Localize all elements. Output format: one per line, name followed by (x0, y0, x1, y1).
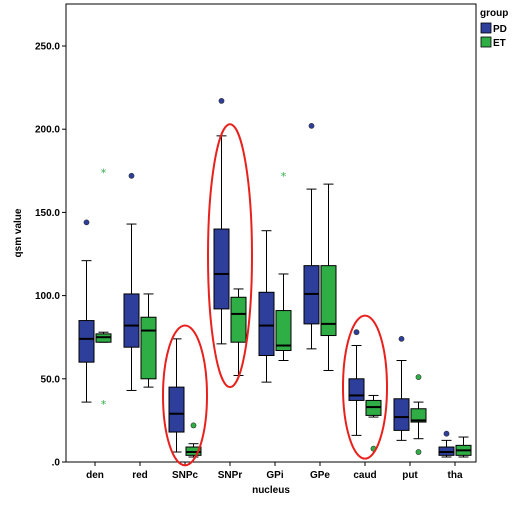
outlier-point (415, 374, 422, 381)
box-et-tha (455, 436, 472, 458)
box-et-gpi: * (275, 170, 292, 361)
outlier-point (308, 122, 315, 129)
y-tick-label: 100.0 (35, 291, 60, 302)
box-iqr (78, 320, 95, 363)
y-tick-label: 250.0 (35, 42, 60, 53)
box-pd-gpi (258, 230, 275, 383)
box-iqr (230, 296, 247, 343)
box-iqr (410, 408, 427, 423)
x-axis: den red SNPc SNPr GPi GPe caud put tha (86, 462, 463, 481)
box-iqr (168, 386, 185, 433)
legend-title: group (480, 8, 508, 19)
box-pd-red (123, 172, 140, 391)
box-iqr (213, 228, 230, 310)
highlight-ellipse-snpc (162, 324, 208, 467)
x-tick-label: SNPr (218, 470, 243, 481)
box-iqr (123, 293, 140, 348)
highlight-ellipse-caud (342, 314, 388, 460)
series-et: *** (95, 166, 472, 458)
box-pd-den (78, 219, 95, 403)
y-tick-label: 200.0 (35, 125, 60, 136)
box-et-put (410, 374, 427, 455)
x-tick-label: den (86, 470, 104, 481)
box-pd-snpc (168, 338, 185, 453)
outlier-point (128, 172, 135, 179)
x-tick-label: tha (448, 470, 463, 481)
box-iqr (258, 291, 275, 357)
box-et-gpe (320, 183, 337, 371)
box-pd-snpr (213, 98, 230, 345)
legend: group PD ET (480, 8, 508, 49)
y-tick-label: 150.0 (35, 208, 60, 219)
annotation-ellipses (162, 123, 388, 467)
box-pd-gpe (303, 122, 320, 350)
box-et-den: ** (95, 166, 112, 411)
outlier-point (443, 430, 450, 437)
box-pd-caud (348, 329, 365, 436)
box-iqr (393, 398, 410, 431)
box-iqr (320, 265, 337, 337)
legend-label-pd: PD (493, 24, 507, 35)
box-et-snpr (230, 288, 247, 376)
box-iqr (140, 316, 157, 380)
legend-swatch-pd (480, 22, 492, 34)
outlier-extreme: * (101, 398, 107, 411)
outlier-point (353, 329, 360, 336)
y-axis: .0 50.0 100.0 150.0 200.0 250.0 (35, 42, 66, 469)
outlier-point (398, 335, 405, 342)
x-tick-label: GPi (266, 470, 283, 481)
plot-frame (65, 3, 477, 463)
box-pd-put (393, 335, 410, 441)
outlier-point (218, 98, 225, 104)
outlier-point (415, 449, 422, 455)
outlier-point (190, 422, 197, 429)
x-tick-label: caud (353, 470, 376, 481)
outlier-extreme: * (281, 170, 287, 183)
y-tick-label: .0 (52, 458, 61, 469)
legend-swatch-et (480, 36, 492, 48)
x-tick-label: red (132, 470, 148, 481)
highlight-ellipse-snpr (207, 123, 253, 389)
box-pd-tha (438, 430, 455, 458)
box-et-red (140, 293, 157, 388)
series-pd (78, 98, 455, 458)
legend-label-et: ET (493, 38, 506, 49)
x-tick-label: GPe (310, 470, 330, 481)
box-plot-series: *** (78, 98, 472, 458)
box-iqr (348, 378, 365, 401)
box-iqr (275, 310, 292, 352)
outlier-extreme: * (101, 166, 107, 179)
y-tick-label: 50.0 (41, 374, 61, 385)
y-axis-title: qsm value (13, 208, 24, 257)
x-tick-label: SNPc (172, 470, 199, 481)
x-tick-label: put (402, 470, 418, 481)
outlier-point (83, 219, 90, 226)
x-axis-title: nucleus (252, 485, 290, 496)
